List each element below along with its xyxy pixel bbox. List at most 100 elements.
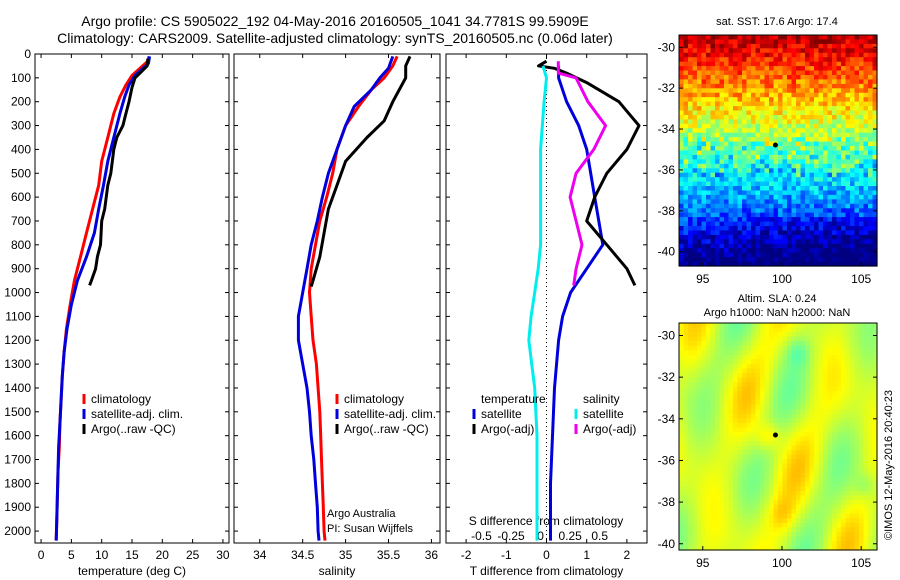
heatmap-cell [724, 132, 730, 138]
heatmap-cell [787, 459, 793, 465]
heatmap-cell [742, 363, 748, 369]
heatmap-cell [715, 327, 721, 333]
heatmap-cell [688, 199, 694, 205]
heatmap-cell [728, 248, 734, 254]
heatmap-cell [868, 190, 874, 196]
heatmap-cell [697, 540, 703, 546]
heatmap-cell [809, 177, 815, 183]
heatmap-cell [850, 248, 856, 254]
heatmap-cell [854, 79, 860, 85]
heatmap-cell [823, 386, 829, 392]
heatmap-cell [823, 110, 829, 116]
heatmap-cell [827, 341, 833, 347]
heatmap-cell [715, 230, 721, 236]
heatmap-cell [868, 257, 874, 263]
heatmap-cell [719, 518, 725, 524]
heatmap-cell [683, 150, 689, 156]
heatmap-cell [746, 212, 752, 218]
heatmap-cell [845, 39, 851, 45]
heatmap-cell [809, 217, 815, 223]
heatmap-cell [845, 354, 851, 360]
heatmap-cell [782, 128, 788, 134]
heatmap-cell [679, 377, 685, 383]
heatmap-cell [755, 354, 761, 360]
heatmap-cell [751, 79, 757, 85]
heatmap-cell [850, 57, 856, 63]
heatmap-cell [728, 509, 734, 515]
heatmap-cell [796, 70, 802, 76]
heatmap-cell [751, 146, 757, 152]
heatmap-cell [809, 427, 815, 433]
heatmap-cell [751, 372, 757, 378]
heatmap-cell [827, 468, 833, 474]
heatmap-cell [737, 159, 743, 165]
heatmap-cell [697, 248, 703, 254]
heatmap-cell [809, 141, 815, 147]
heatmap-cell [688, 323, 694, 329]
heatmap-cell [773, 128, 779, 134]
heatmap-cell [715, 248, 721, 254]
heatmap-cell [841, 181, 847, 187]
heatmap-cell [724, 323, 730, 329]
heatmap-cell [769, 522, 775, 528]
heatmap-cell [850, 350, 856, 356]
heatmap-cell [778, 128, 784, 134]
heatmap-cell [814, 194, 820, 200]
heatmap-cell [778, 327, 784, 333]
heatmap-cell [872, 75, 878, 80]
heatmap-cell [683, 221, 689, 227]
heatmap-cell [827, 540, 833, 546]
heatmap-cell [773, 377, 779, 383]
heatmap-cell [692, 230, 698, 236]
heatmap-cell [737, 43, 743, 49]
heatmap-cell [715, 110, 721, 116]
heatmap-cell [710, 163, 716, 169]
heatmap-cell [701, 341, 707, 347]
heatmap-cell [697, 70, 703, 76]
heatmap-cell [872, 141, 878, 147]
heatmap-cell [733, 363, 739, 369]
heatmap-cell [782, 181, 788, 187]
heatmap-cell [805, 354, 811, 360]
heatmap-cell [751, 441, 757, 447]
heatmap-cell [800, 43, 806, 49]
heatmap-cell [818, 199, 824, 205]
heatmap-cell [791, 154, 797, 160]
heatmap-cell [791, 181, 797, 187]
heatmap-cell [823, 92, 829, 98]
heatmap-cell [818, 413, 824, 419]
heatmap-cell [791, 445, 797, 451]
heatmap-cell [746, 372, 752, 378]
heatmap-cell [692, 35, 698, 40]
heatmap-cell [805, 491, 811, 497]
heatmap-cell [787, 436, 793, 442]
heatmap-cell [800, 248, 806, 254]
heatmap-cell [688, 518, 694, 524]
heatmap-cell [832, 79, 838, 85]
heatmap-cell [832, 194, 838, 200]
heatmap-cell [710, 413, 716, 419]
heatmap-cell [791, 172, 797, 178]
heatmap-cell [836, 212, 842, 218]
heatmap-cell [823, 395, 829, 401]
heatmap-cell [809, 400, 815, 406]
heatmap-cell [710, 509, 716, 515]
heatmap-cell [697, 221, 703, 227]
heatmap-cell [679, 243, 685, 249]
heatmap-cell [715, 422, 721, 428]
heatmap-cell [742, 323, 748, 329]
heatmap-cell [872, 132, 878, 138]
heatmap-cell [868, 481, 874, 487]
heatmap-cell [724, 66, 730, 72]
heatmap-cell [755, 436, 761, 442]
heatmap-cell [841, 79, 847, 85]
heatmap-cell [724, 404, 730, 410]
heatmap-cell [764, 208, 770, 214]
heatmap-cell [823, 248, 829, 254]
heatmap-cell [850, 518, 856, 524]
heatmap-cell [728, 477, 734, 483]
heatmap-cell [859, 432, 865, 438]
heatmap-cell [814, 536, 820, 542]
heatmap-cell [850, 500, 856, 506]
heatmap-cell [688, 248, 694, 254]
